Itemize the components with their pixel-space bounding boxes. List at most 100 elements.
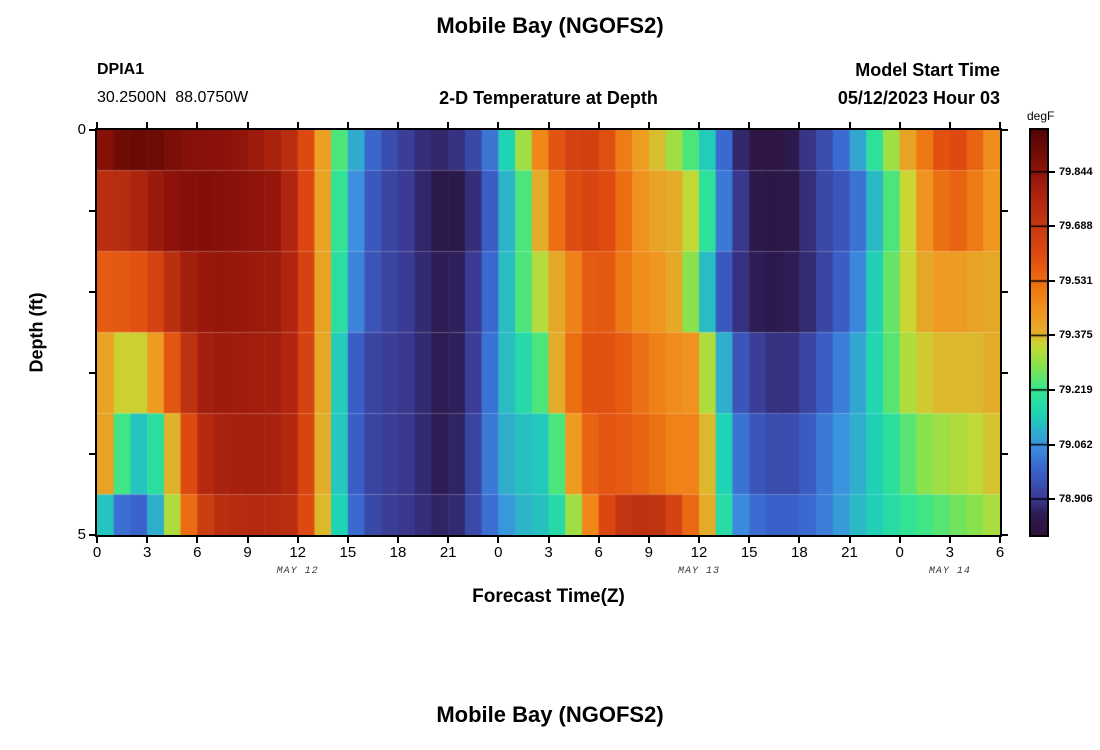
colorbar-tick-label: 78.906: [1059, 493, 1093, 506]
x-tick: [999, 537, 1001, 543]
x-tick: [346, 122, 349, 128]
x-tick: [898, 537, 901, 543]
y-tick: [1002, 534, 1008, 536]
station-id: DPIA1: [97, 61, 145, 78]
x-tick-label: 9: [644, 544, 653, 561]
x-tick: [848, 122, 851, 128]
x-tick: [999, 122, 1001, 128]
x-tick: [848, 537, 851, 543]
y-tick-label: 0: [77, 121, 86, 138]
x-tick-label: 0: [92, 544, 102, 561]
x-tick: [196, 537, 199, 543]
y-tick-label: 5: [77, 526, 86, 543]
chart-subtitle: 2-D Temperature at Depth: [439, 88, 658, 108]
x-tick: [96, 122, 98, 128]
x-tick-label: 15: [740, 544, 758, 561]
station-coords: 30.2500N 88.0750W: [97, 89, 249, 106]
x-tick-label: 12: [289, 544, 306, 561]
x-date-label: MAY 12: [276, 566, 319, 577]
x-tick: [547, 122, 550, 128]
x-tick-label: 6: [995, 544, 1005, 561]
y-tick: [1002, 291, 1008, 293]
x-tick-label: 3: [142, 544, 152, 561]
y-tick: [89, 372, 95, 374]
colorbar-tick: [1047, 170, 1055, 173]
temperature-heatmap-canvas: [97, 130, 1000, 535]
colorbar-tick-label: 79.062: [1059, 438, 1093, 451]
y-tick: [89, 129, 95, 131]
x-tick: [246, 122, 249, 128]
colorbar-tick-label: 79.219: [1059, 383, 1093, 396]
x-tick: [447, 122, 450, 128]
colorbar-tick-label: 79.375: [1059, 329, 1093, 342]
x-tick: [597, 122, 600, 128]
y-axis-label: Depth (ft): [26, 292, 47, 373]
x-tick-label: 3: [544, 544, 553, 561]
colorbar-tick: [1047, 225, 1055, 228]
x-tick: [547, 537, 550, 543]
x-tick: [948, 537, 951, 543]
x-tick: [497, 122, 500, 128]
x-tick-label: 18: [790, 544, 808, 561]
x-tick-label: 15: [339, 544, 357, 561]
colorbar-tick-label: 79.844: [1059, 165, 1093, 178]
y-tick: [1002, 129, 1008, 131]
y-tick: [89, 534, 95, 536]
colorbar-tick: [1047, 334, 1055, 337]
colorbar-tick: [1047, 388, 1055, 391]
y-tick: [1002, 372, 1008, 374]
x-tick: [798, 122, 801, 128]
model-start-label: Model Start Time: [855, 60, 1000, 80]
x-tick: [96, 537, 98, 543]
x-tick: [698, 537, 700, 543]
y-tick: [1002, 453, 1008, 455]
x-date-label: MAY 13: [677, 566, 720, 577]
x-tick: [447, 537, 450, 543]
x-tick: [497, 537, 500, 543]
x-tick: [296, 537, 299, 543]
model-start-value: 05/12/2023 Hour 03: [837, 88, 1000, 108]
x-tick-label: 6: [193, 544, 202, 561]
x-tick: [798, 537, 801, 543]
x-tick-label: 0: [895, 544, 904, 561]
x-tick: [397, 537, 399, 543]
plot-frame: [95, 128, 1002, 537]
x-tick-label: 3: [945, 544, 954, 561]
x-tick-label: 21: [841, 544, 858, 561]
footer-next-panel-title: Mobile Bay (NGOFS2): [436, 702, 664, 727]
x-tick: [346, 537, 349, 543]
y-tick: [89, 210, 95, 212]
x-tick: [296, 122, 299, 128]
colorbar-canvas: [1031, 130, 1047, 535]
x-date-label: MAY 14: [928, 566, 971, 577]
colorbar-frame: [1029, 128, 1049, 537]
x-tick: [647, 537, 650, 543]
x-tick: [146, 537, 149, 543]
x-tick: [597, 537, 600, 543]
x-tick-label: 21: [439, 544, 457, 561]
colorbar-unit-label: degF: [1027, 109, 1055, 123]
x-tick: [246, 537, 249, 543]
x-tick-label: 12: [690, 544, 708, 561]
x-tick: [748, 537, 751, 543]
x-axis-label: Forecast Time(Z): [472, 586, 625, 607]
x-tick: [146, 122, 149, 128]
colorbar-tick: [1047, 443, 1055, 446]
colorbar-tick-label: 79.531: [1059, 275, 1093, 288]
x-tick: [948, 122, 951, 128]
x-tick: [748, 122, 751, 128]
y-tick: [89, 291, 95, 293]
y-tick: [89, 453, 95, 455]
colorbar-tick: [1047, 498, 1055, 501]
x-tick-label: 18: [389, 544, 407, 561]
x-tick: [698, 122, 700, 128]
x-tick: [898, 122, 901, 128]
x-tick: [647, 122, 650, 128]
x-tick: [196, 122, 199, 128]
colorbar-tick: [1047, 280, 1055, 283]
x-tick: [397, 122, 399, 128]
y-tick: [1002, 210, 1008, 212]
x-tick-label: 6: [594, 544, 603, 561]
colorbar-tick-label: 79.688: [1059, 220, 1093, 233]
x-tick-label: 9: [243, 544, 252, 561]
